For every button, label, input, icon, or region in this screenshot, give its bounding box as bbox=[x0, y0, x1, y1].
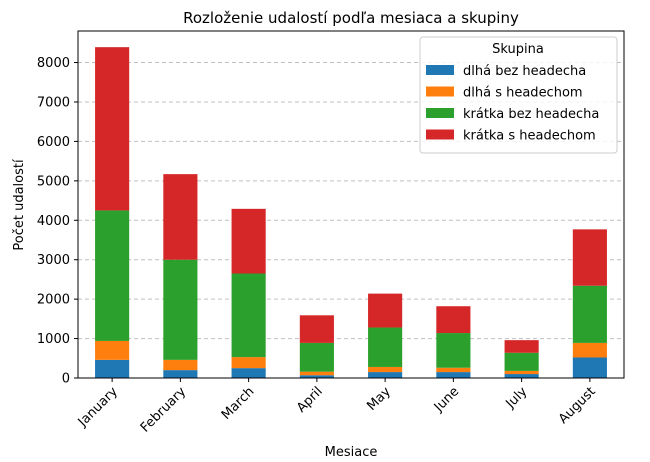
bar-segment bbox=[163, 174, 198, 260]
bar-segment bbox=[436, 306, 471, 334]
y-tick-label: 8000 bbox=[37, 56, 70, 71]
bars bbox=[95, 47, 607, 378]
legend-swatch bbox=[426, 108, 454, 118]
legend-title: Skupina bbox=[492, 42, 544, 57]
legend-entry: dlhá bez headecha bbox=[463, 64, 586, 79]
bar-segment bbox=[231, 357, 266, 369]
y-axis-ticks: 0 1000 2000 3000 4000 5000 6000 7000 8000 bbox=[37, 56, 78, 387]
x-tick-label: May bbox=[364, 384, 394, 414]
bar-segment bbox=[368, 327, 403, 367]
bar-segment bbox=[572, 285, 607, 343]
y-tick-label: 2000 bbox=[37, 293, 70, 308]
bar-segment bbox=[163, 259, 198, 360]
bar-segment bbox=[572, 342, 607, 358]
bar-segment bbox=[299, 342, 334, 372]
legend-swatch bbox=[426, 86, 454, 97]
legend: Skupina dlhá bez headecha dlhá s headecho… bbox=[419, 36, 618, 154]
bar-segment bbox=[436, 367, 471, 373]
bar-segment bbox=[163, 370, 198, 378]
bar-segment bbox=[436, 372, 471, 378]
x-tick-label: July bbox=[503, 384, 531, 412]
x-tick-label: January bbox=[75, 384, 121, 430]
x-axis-ticks: January February March April May June July Augu… bbox=[75, 378, 599, 436]
x-tick-label: August bbox=[556, 384, 599, 427]
bar-segment bbox=[231, 208, 266, 274]
legend-entry: dlhá s headechom bbox=[463, 86, 583, 101]
bar-segment bbox=[163, 359, 198, 371]
bar-segment bbox=[231, 273, 266, 358]
bar-segment bbox=[299, 315, 334, 343]
y-tick-label: 3000 bbox=[37, 253, 70, 268]
bar-segment bbox=[299, 371, 334, 376]
bar-segment bbox=[231, 368, 266, 378]
bar-segment bbox=[368, 293, 403, 328]
x-tick-label: March bbox=[219, 384, 258, 423]
bar-segment bbox=[572, 357, 607, 378]
y-tick-label: 0 bbox=[62, 372, 70, 387]
bar-segment bbox=[95, 210, 130, 341]
legend-swatch bbox=[426, 65, 454, 75]
bar-segment bbox=[299, 375, 334, 378]
x-tick-label: February bbox=[138, 384, 190, 436]
bar-segment bbox=[368, 372, 403, 378]
bar-segment bbox=[436, 333, 471, 368]
bar-segment bbox=[95, 47, 130, 211]
bar-segment bbox=[504, 340, 539, 353]
legend-box bbox=[419, 36, 618, 154]
x-tick-label: April bbox=[294, 384, 326, 416]
y-axis-label: Počet udalostí bbox=[12, 159, 27, 251]
bar-segment bbox=[504, 352, 539, 371]
bar-segment bbox=[368, 366, 403, 373]
y-tick-label: 5000 bbox=[37, 174, 70, 189]
y-tick-label: 1000 bbox=[37, 332, 70, 347]
bar-segment bbox=[95, 359, 130, 378]
y-tick-label: 7000 bbox=[37, 95, 70, 110]
x-axis-label: Mesiace bbox=[325, 445, 378, 460]
legend-items: dlhá bez headecha dlhá s headechom krátka … bbox=[426, 64, 599, 144]
bar-segment bbox=[504, 374, 539, 378]
bar-segment bbox=[95, 340, 130, 360]
plot-frame bbox=[77, 30, 625, 379]
x-tick-label: June bbox=[431, 384, 462, 415]
bar-segment bbox=[504, 370, 539, 375]
y-tick-label: 6000 bbox=[37, 135, 70, 150]
legend-swatch bbox=[426, 129, 454, 140]
bar-segment bbox=[572, 229, 607, 286]
legend-entry: krátka s headechom bbox=[463, 129, 596, 144]
y-tick-label: 4000 bbox=[37, 214, 70, 229]
legend-entry: krátka bez headecha bbox=[463, 107, 599, 122]
chart-title: Rozloženie udalostí podľa mesiaca a skup… bbox=[183, 9, 519, 27]
